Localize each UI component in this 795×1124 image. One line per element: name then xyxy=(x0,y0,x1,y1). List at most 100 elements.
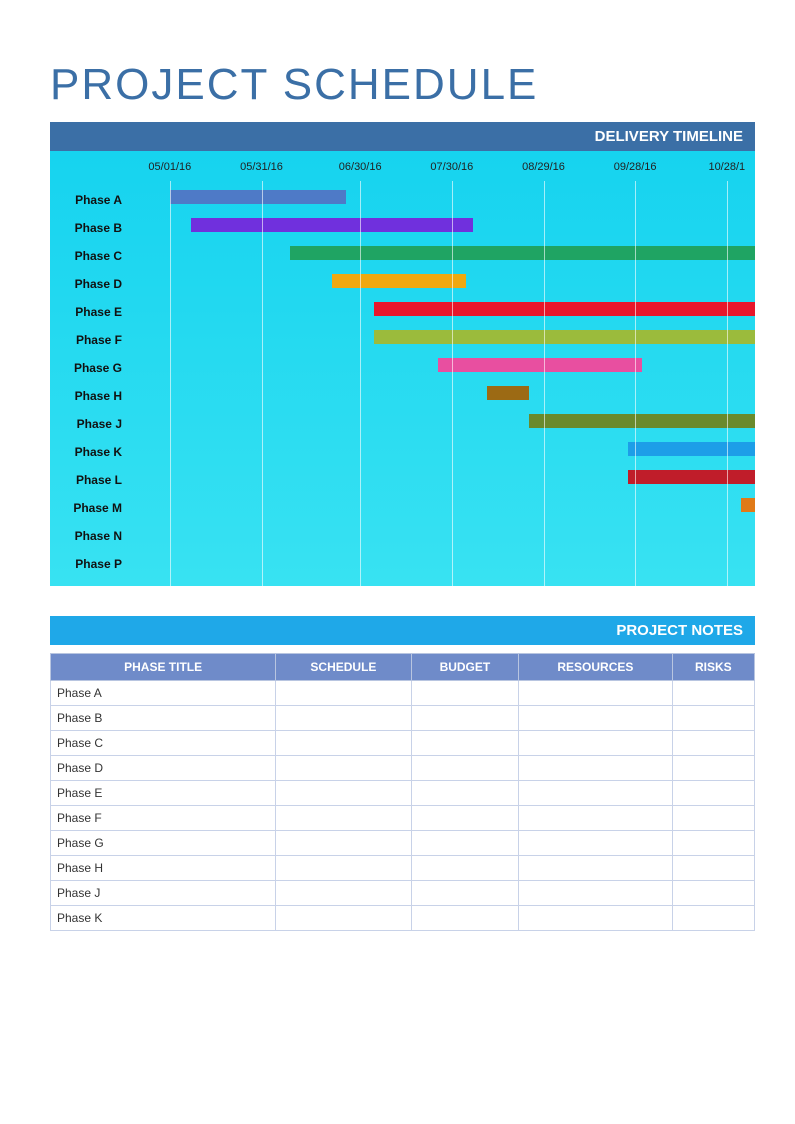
gantt-date-label: 05/01/16 xyxy=(148,161,191,173)
table-cell xyxy=(276,756,411,781)
gantt-phase-label: Phase K xyxy=(50,438,130,466)
table-row: Phase F xyxy=(51,806,755,831)
table-cell xyxy=(276,731,411,756)
table-cell: Phase C xyxy=(51,731,276,756)
table-cell xyxy=(519,806,672,831)
gantt-row: Phase E xyxy=(50,298,755,326)
gantt-phase-label: Phase A xyxy=(50,186,130,214)
gantt-row: Phase G xyxy=(50,354,755,382)
table-cell: Phase B xyxy=(51,706,276,731)
table-cell xyxy=(519,681,672,706)
gantt-phase-label: Phase L xyxy=(50,466,130,494)
table-row: Phase H xyxy=(51,856,755,881)
table-cell xyxy=(411,906,519,931)
gantt-date-label: 09/28/16 xyxy=(614,161,657,173)
table-cell xyxy=(672,806,754,831)
table-cell xyxy=(672,856,754,881)
table-cell xyxy=(672,831,754,856)
table-row: Phase B xyxy=(51,706,755,731)
table-cell xyxy=(519,881,672,906)
gantt-bar xyxy=(191,218,473,232)
gantt-gridline xyxy=(262,181,263,586)
notes-column-header: RISKS xyxy=(672,654,754,681)
gantt-bar xyxy=(741,498,755,512)
gantt-date-label: 10/28/1 xyxy=(708,161,745,173)
table-cell xyxy=(411,756,519,781)
gantt-date-label: 05/31/16 xyxy=(240,161,283,173)
table-row: Phase G xyxy=(51,831,755,856)
table-cell xyxy=(411,806,519,831)
table-cell xyxy=(672,706,754,731)
table-cell xyxy=(672,906,754,931)
gantt-row: Phase K xyxy=(50,438,755,466)
table-row: Phase J xyxy=(51,881,755,906)
gantt-row: Phase C xyxy=(50,242,755,270)
table-cell xyxy=(411,856,519,881)
gantt-row: Phase H xyxy=(50,382,755,410)
gantt-phase-label: Phase F xyxy=(50,326,130,354)
gantt-bar xyxy=(374,330,755,344)
gantt-date-label: 07/30/16 xyxy=(430,161,473,173)
table-cell xyxy=(672,681,754,706)
table-cell xyxy=(276,881,411,906)
gantt-row: Phase A xyxy=(50,186,755,214)
gantt-phase-label: Phase E xyxy=(50,298,130,326)
table-cell xyxy=(672,781,754,806)
notes-column-header: RESOURCES xyxy=(519,654,672,681)
gantt-rows: Phase APhase BPhase CPhase DPhase EPhase… xyxy=(50,186,755,578)
gantt-row: Phase J xyxy=(50,410,755,438)
gantt-row: Phase N xyxy=(50,522,755,550)
table-cell xyxy=(519,731,672,756)
table-cell xyxy=(276,681,411,706)
gantt-row: Phase F xyxy=(50,326,755,354)
gantt-bar xyxy=(170,190,346,204)
notes-header-row: PHASE TITLESCHEDULEBUDGETRESOURCESRISKS xyxy=(51,654,755,681)
table-cell xyxy=(411,881,519,906)
gantt-phase-label: Phase C xyxy=(50,242,130,270)
gantt-row: Phase P xyxy=(50,550,755,578)
gantt-phase-label: Phase H xyxy=(50,382,130,410)
table-cell: Phase D xyxy=(51,756,276,781)
gantt-gridline xyxy=(544,181,545,586)
gantt-row: Phase M xyxy=(50,494,755,522)
table-cell xyxy=(672,881,754,906)
table-cell xyxy=(672,756,754,781)
gantt-phase-label: Phase D xyxy=(50,270,130,298)
table-row: Phase E xyxy=(51,781,755,806)
table-row: Phase C xyxy=(51,731,755,756)
gantt-row: Phase L xyxy=(50,466,755,494)
gantt-phase-label: Phase G xyxy=(50,354,130,382)
page-title: PROJECT SCHEDULE xyxy=(50,60,755,110)
gantt-phase-label: Phase P xyxy=(50,550,130,578)
gantt-phase-label: Phase B xyxy=(50,214,130,242)
notes-column-header: SCHEDULE xyxy=(276,654,411,681)
gantt-bar xyxy=(374,302,755,316)
gantt-phase-label: Phase N xyxy=(50,522,130,550)
table-cell xyxy=(276,856,411,881)
table-cell: Phase K xyxy=(51,906,276,931)
table-cell: Phase A xyxy=(51,681,276,706)
table-cell xyxy=(519,906,672,931)
gantt-gridline xyxy=(170,181,171,586)
table-cell xyxy=(411,781,519,806)
notes-column-header: PHASE TITLE xyxy=(51,654,276,681)
table-cell: Phase J xyxy=(51,881,276,906)
gantt-date-axis: 05/01/1605/31/1606/30/1607/30/1608/29/16… xyxy=(50,161,755,181)
gantt-phase-label: Phase M xyxy=(50,494,130,522)
notes-table: PHASE TITLESCHEDULEBUDGETRESOURCESRISKS … xyxy=(50,653,755,931)
table-cell: Phase H xyxy=(51,856,276,881)
table-cell xyxy=(411,706,519,731)
gantt-bar xyxy=(529,414,755,428)
gantt-date-label: 08/29/16 xyxy=(522,161,565,173)
table-cell: Phase F xyxy=(51,806,276,831)
table-cell xyxy=(411,731,519,756)
table-cell xyxy=(411,681,519,706)
gantt-bar xyxy=(628,442,755,456)
gantt-gridline xyxy=(635,181,636,586)
gantt-bar xyxy=(332,274,466,288)
table-cell xyxy=(672,731,754,756)
table-cell: Phase E xyxy=(51,781,276,806)
gantt-bar xyxy=(487,386,529,400)
table-cell xyxy=(519,756,672,781)
table-cell xyxy=(519,856,672,881)
